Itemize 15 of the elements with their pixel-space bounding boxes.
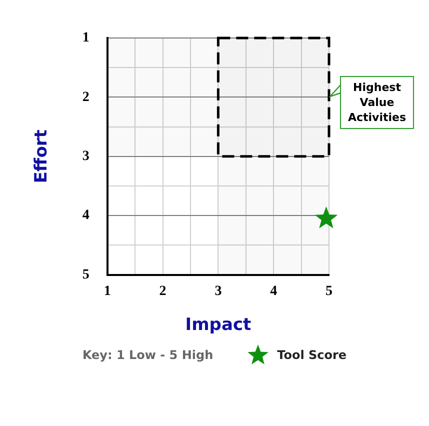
x-tick-label: 1 xyxy=(104,284,111,299)
band-label: Highest Value Activities xyxy=(340,76,414,130)
x-tick-label: 2 xyxy=(159,284,166,299)
text: Key: 1 Low - 5 High xyxy=(82,348,214,362)
y-tick-label: 5 xyxy=(82,267,90,282)
y-tick-label: 1 xyxy=(82,30,90,46)
y-tick-label: 3 xyxy=(82,149,90,164)
x-tick-label: 4 xyxy=(270,284,278,299)
y-axis-title: Effort xyxy=(32,130,52,184)
x-tick-label: 5 xyxy=(326,284,332,299)
legend-label: Tool Score xyxy=(277,348,347,362)
y-tick-label: 2 xyxy=(82,90,90,105)
y-tick-label: 4 xyxy=(82,208,90,224)
x-axis-title: Impact xyxy=(185,315,252,336)
x-tick-label: 3 xyxy=(214,284,222,299)
